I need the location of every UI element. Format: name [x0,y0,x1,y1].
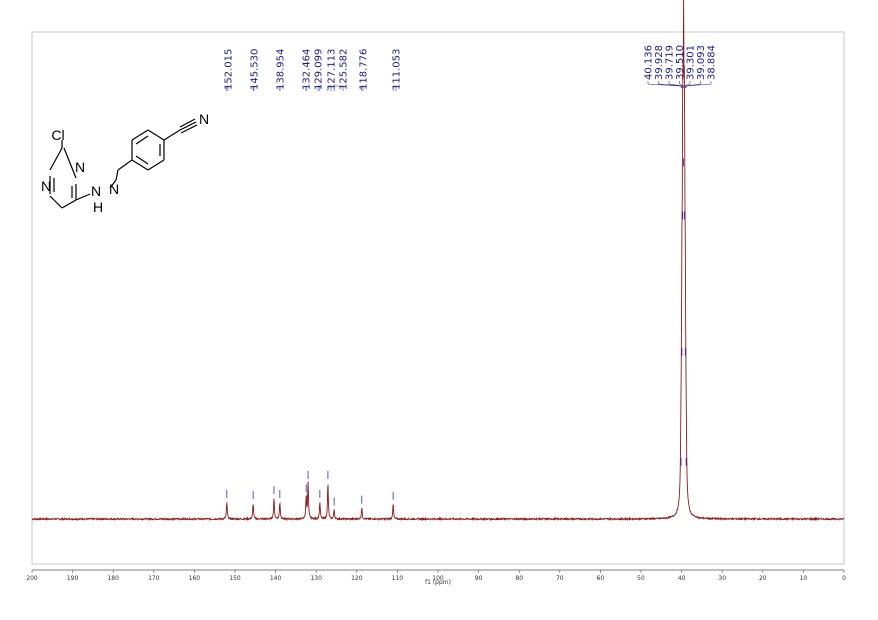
spectrum-trace [31,0,845,522]
peak-label-leader [361,85,364,91]
plot-frame [31,31,845,565]
x-tick-label: 160 [189,575,201,582]
x-tick-label: 100 [432,575,444,582]
x-tick-label: 40 [678,575,686,582]
peak-label: 39.301 [686,45,697,80]
peak-markers [226,158,687,506]
peak-label: 138.954 [276,49,287,90]
peak-label: 132.464 [302,49,313,90]
peak-labels: 152.015 145.530 138.954 132.464 129.099 127.1… [224,45,718,91]
x-tick-label: 70 [556,575,564,582]
peak-label-leader [317,85,321,91]
peak-label: 38.884 [707,45,718,80]
peak-label: 111.053 [392,49,403,90]
x-tick-label: 190 [67,575,79,582]
peak-label: 118.776 [359,49,370,90]
molecule-structure [49,118,198,209]
x-tick-label: 110 [392,575,404,582]
x-tick-label: 200 [26,575,38,582]
x-tick-label: 130 [310,575,322,582]
peak-label-leader [392,85,397,91]
x-tick-label: 150 [229,575,241,582]
x-tick-label: 50 [637,575,645,582]
x-tick-label: 0 [842,575,846,582]
x-tick-label: 30 [718,575,726,582]
hydrazone-nitrogen-label: N [109,181,119,197]
peak-label-leader [327,85,332,91]
hydrazine-hydrogen-label: H [93,199,103,215]
x-tick-label: 90 [475,575,483,582]
peak-label-leader [252,85,255,91]
peak-label: 40.136 [644,45,655,80]
x-tick-label: 120 [351,575,363,582]
x-tick-label: 140 [270,575,282,582]
peak-label-leader [685,81,712,88]
nitrile-nitrogen-label: N [199,111,209,127]
x-tick-label: 60 [597,575,605,582]
peak-label: 39.510 [675,45,686,80]
peak-label-leader [647,81,682,88]
x-axis-label: f1 (ppm) [425,579,451,586]
hydrazine-nitrogen-label: N [91,183,101,199]
ring-nitrogen-top-label: N [75,159,85,175]
peak-label: 125.582 [339,49,350,90]
peak-label-leader [658,81,683,88]
peak-label-leader [685,81,701,88]
peak-label-leader [226,85,229,91]
peak-label: 152.015 [224,49,235,90]
chlorine-atom-label: Cl [51,127,64,143]
x-tick-label: 170 [148,575,160,582]
x-tick-label: 180 [107,575,119,582]
x-axis-ticks: 200 190 180 170 160 150 140 130 120 110 100 90 80 70 6… [26,570,846,582]
peak-label: 39.719 [665,45,676,80]
peak-label: 129.099 [314,49,325,90]
peak-label: 39.093 [696,45,707,80]
peak-label: 145.530 [250,49,261,90]
peak-label: 39.928 [654,45,665,80]
peak-label-leader [679,81,684,88]
x-tick-label: 10 [800,575,808,582]
x-tick-label: 20 [759,575,767,582]
x-tick-label: 80 [515,575,523,582]
peak-label-leader [333,85,344,91]
ring-nitrogen-left-label: N [41,178,51,194]
peak-label: 127.113 [327,49,338,90]
